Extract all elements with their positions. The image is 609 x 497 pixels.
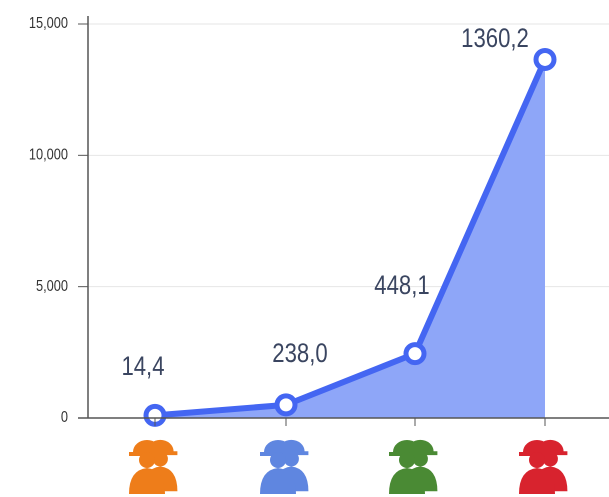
icon-helmet bbox=[129, 440, 165, 456]
icon-body bbox=[260, 468, 296, 494]
icon-head bbox=[139, 452, 155, 468]
y-tick-label: 5,000 bbox=[36, 278, 68, 296]
y-tick-label: 10,000 bbox=[29, 146, 68, 164]
y-tick-label: 15,000 bbox=[29, 15, 68, 33]
value-annotation: 238,0 bbox=[272, 339, 327, 369]
area bbox=[155, 59, 545, 419]
icon-head bbox=[399, 452, 415, 468]
icon-head bbox=[529, 452, 545, 468]
icon-head bbox=[270, 452, 286, 468]
category-icon bbox=[129, 439, 178, 494]
line bbox=[154, 58, 548, 419]
category-icon bbox=[260, 439, 309, 494]
icon-body bbox=[519, 468, 555, 494]
icon-body bbox=[129, 468, 165, 494]
icon-helmet bbox=[519, 440, 555, 456]
value-annotation: 1360,2 bbox=[461, 24, 529, 54]
value-annotation: 14,4 bbox=[121, 352, 164, 382]
y-tick-label: 0 bbox=[61, 409, 68, 427]
icon-helmet bbox=[260, 440, 296, 456]
icon-body bbox=[389, 468, 425, 494]
point bbox=[274, 393, 298, 417]
icon-helmet bbox=[389, 440, 425, 456]
point bbox=[403, 342, 427, 366]
category-icon bbox=[519, 439, 568, 494]
value-annotation: 448,1 bbox=[374, 271, 429, 301]
category-icon bbox=[389, 439, 438, 494]
point bbox=[533, 47, 557, 71]
